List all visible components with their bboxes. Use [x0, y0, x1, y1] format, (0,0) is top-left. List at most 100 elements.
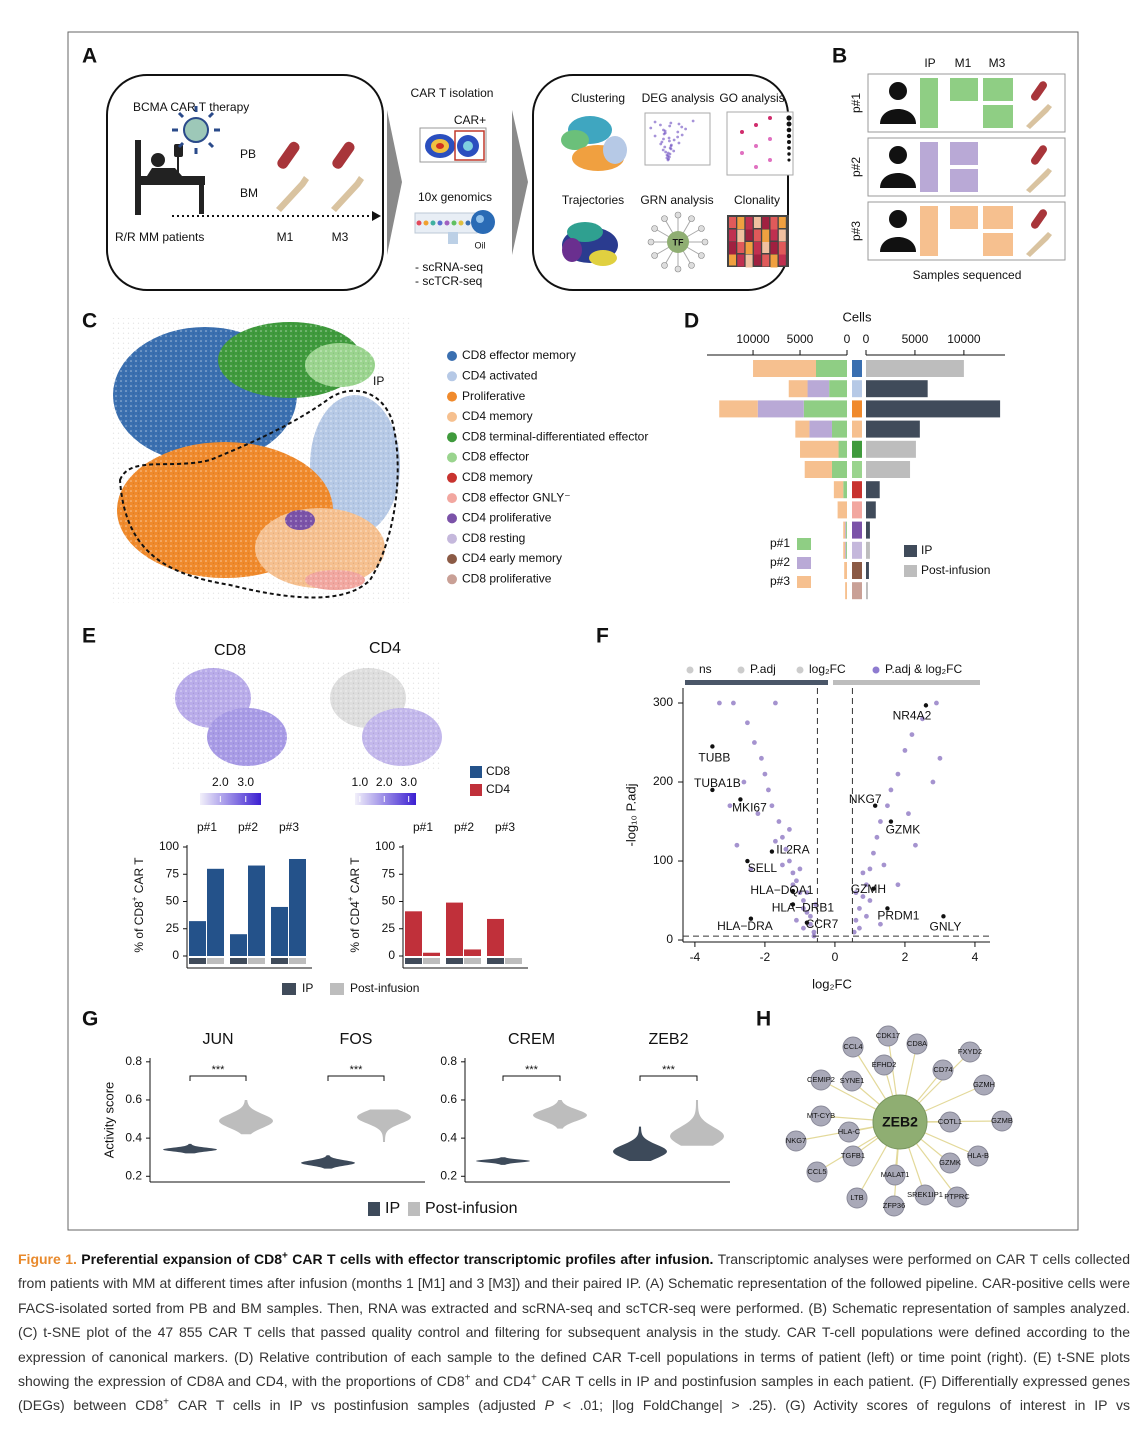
- legend-label: ns: [699, 662, 712, 676]
- clonality-thumb: [729, 254, 736, 266]
- label-part: CAR T: [132, 857, 146, 897]
- tick-label: -2: [760, 950, 771, 964]
- bar: [405, 911, 422, 956]
- caption-text: CAR T cells in IP and postinfusion sampl…: [18, 1373, 1130, 1414]
- violin: [533, 1099, 587, 1129]
- point: [773, 838, 778, 844]
- go-thumb-dot: [786, 133, 792, 139]
- node-label: ZFP36: [883, 1201, 906, 1210]
- node-label: CD8A: [907, 1039, 927, 1048]
- legend-swatch: [368, 1202, 380, 1216]
- node-label: CDK17: [876, 1031, 900, 1040]
- node-label: HLA-B: [967, 1151, 989, 1160]
- clonality-thumb: [753, 217, 761, 228]
- point: [804, 909, 810, 915]
- clonality-thumb: [753, 242, 761, 255]
- legend-label: CD8 effector: [462, 450, 529, 464]
- legend-swatch: [904, 565, 917, 577]
- tick-label: 0.2: [125, 1168, 142, 1182]
- point: [902, 748, 908, 753]
- legend-label: CD8 resting: [462, 531, 525, 545]
- legend-swatch: [797, 576, 811, 588]
- significance: ***: [525, 1064, 539, 1076]
- bar: [189, 921, 206, 956]
- gene-label: HLA−DQA1: [750, 883, 813, 897]
- node: [906, 1033, 928, 1055]
- clonality-thumb: [753, 254, 761, 266]
- bar-segment: [719, 400, 758, 418]
- node: [939, 1152, 961, 1174]
- clonality-thumb: [745, 217, 753, 230]
- legend-swatch: [872, 666, 880, 674]
- bar-segment: [843, 541, 846, 559]
- bar-segment: [843, 481, 847, 499]
- tube-icon: [1030, 81, 1048, 101]
- bar: [446, 902, 463, 956]
- legend-swatch: [447, 493, 457, 504]
- clonality-thumb: [770, 254, 778, 268]
- bar-segment: [866, 582, 868, 600]
- tick-label: -4: [690, 950, 701, 964]
- map-title: CD8: [214, 642, 246, 659]
- label: p#2: [849, 157, 863, 177]
- sample-strip: [207, 958, 224, 964]
- colorbar: [355, 793, 416, 805]
- gene-label: HLA−DRA: [717, 919, 773, 933]
- tick-label: 10000: [947, 332, 981, 346]
- point: [780, 862, 785, 868]
- person-head: [889, 210, 907, 228]
- bone-icon: [1026, 168, 1052, 193]
- node-label: TGFB1: [841, 1151, 865, 1160]
- label-sup: +: [130, 896, 139, 901]
- node-label: CEMIP2: [807, 1075, 835, 1084]
- gene-point: [885, 906, 890, 911]
- tick-label: 0.4: [440, 1130, 457, 1144]
- legend-label: p#3: [770, 574, 790, 588]
- bar-segment: [831, 420, 847, 438]
- tick-label: 5000: [902, 332, 929, 346]
- volcano-thumb-dot: [662, 128, 665, 132]
- go-thumb-dot: [787, 152, 791, 156]
- bar-segment: [838, 440, 847, 458]
- x-axis-label: log₂FC: [812, 976, 852, 991]
- point: [797, 866, 803, 872]
- label: GO analysis: [719, 91, 784, 105]
- y-axis-label: % of CD4+ CAR T: [346, 857, 362, 953]
- tick-label: 3.0: [237, 775, 254, 789]
- significance-bracket: [639, 1075, 698, 1081]
- label: Samples sequenced: [913, 268, 1022, 282]
- tick-label: 300: [653, 695, 673, 709]
- point: [734, 842, 740, 848]
- gene-point: [748, 916, 754, 921]
- cluster-swatch: [852, 582, 862, 600]
- bar-segment: [795, 420, 810, 438]
- violin: [163, 1143, 217, 1154]
- label: BM: [240, 186, 258, 200]
- person-body: [880, 173, 916, 188]
- label: IP: [924, 56, 935, 70]
- panel-label: G: [82, 1008, 98, 1031]
- tick-label: 0.8: [125, 1054, 142, 1068]
- panel-label: B: [832, 45, 847, 68]
- sample-strip: [446, 958, 463, 964]
- point: [780, 834, 785, 840]
- gene-point: [872, 803, 878, 808]
- significance: ***: [212, 1064, 226, 1076]
- volcano-thumb-dot: [677, 122, 681, 126]
- legend-swatch: [796, 666, 804, 674]
- person-head: [889, 82, 907, 100]
- label: p#3: [849, 221, 863, 241]
- tick-label: 0: [172, 948, 179, 962]
- node: [959, 1041, 981, 1063]
- node: [914, 1184, 936, 1206]
- clonality-thumb: [753, 229, 761, 242]
- node: [841, 1070, 863, 1092]
- significance-bracket: [189, 1075, 247, 1081]
- go-thumb-dot: [754, 123, 758, 127]
- volcano-thumb-dot: [672, 149, 676, 153]
- node-label: FXYD2: [958, 1047, 982, 1056]
- bar-segment: [833, 481, 844, 499]
- legend-swatch: [904, 545, 917, 557]
- tick-label: 75: [382, 866, 396, 880]
- tick-label: 0: [388, 948, 395, 962]
